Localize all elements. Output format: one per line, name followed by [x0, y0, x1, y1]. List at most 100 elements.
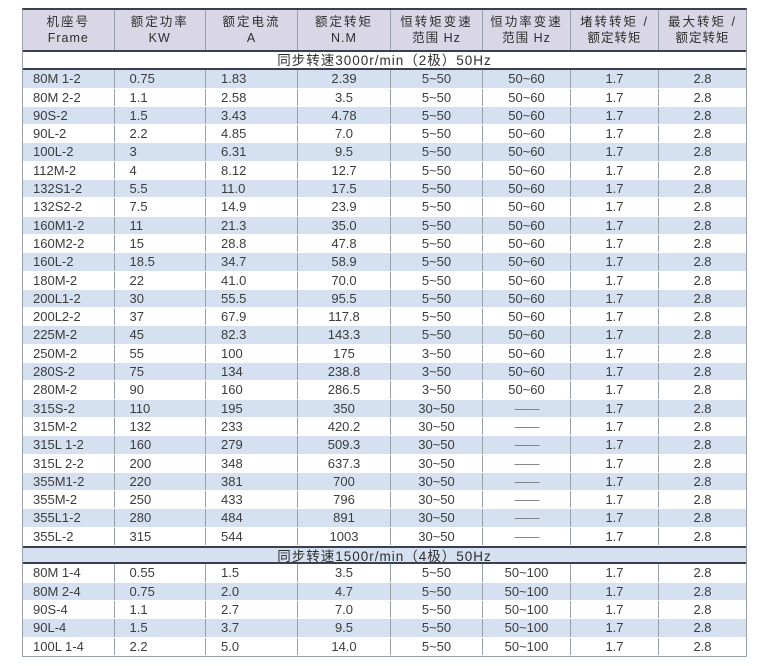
cell: 1.7 — [571, 527, 659, 546]
cell: 1.7 — [571, 472, 659, 491]
cell: 50~100 — [483, 564, 571, 582]
cell: 180M-2 — [23, 271, 115, 289]
section-header: 同步转速1500r/min（4极）50Hz — [23, 546, 746, 565]
cell: 279 — [206, 436, 298, 454]
cell: 22 — [115, 271, 206, 289]
table-row: 250M-2 55 100 175 3~50 50~60 1.7 2.8 — [23, 344, 746, 364]
cell: 1.7 — [571, 271, 659, 289]
cell: 7.0 — [298, 600, 391, 619]
cell: 2.8 — [693, 473, 712, 489]
cell: 90 — [115, 381, 206, 399]
cell: 200L1-2 — [23, 289, 115, 308]
cell: 50~60 — [483, 271, 571, 289]
cell: 5~50 — [391, 161, 483, 180]
cell: 37 — [115, 308, 206, 326]
cell: 5.0 — [206, 637, 298, 655]
cell: 2.8 — [693, 235, 712, 251]
cell: 21.3 — [206, 216, 298, 234]
cell: 117.8 — [298, 308, 391, 326]
cell: 5~50 — [391, 234, 483, 253]
column-header-line2: N.M — [331, 31, 357, 45]
cell: 143.3 — [298, 326, 391, 344]
cell: 1.1 — [115, 600, 206, 619]
cell: 2.8 — [693, 418, 712, 434]
cell: 50~100 — [483, 600, 571, 619]
cell: 30~50 — [391, 399, 483, 417]
cell: 420.2 — [298, 417, 391, 436]
cell: 5~50 — [391, 289, 483, 308]
table-row: 225M-2 45 82.3 143.3 5~50 50~60 1.7 2.8 — [23, 326, 746, 345]
cell: 30~50 — [391, 436, 483, 454]
cell: 8.12 — [206, 161, 298, 180]
cell: 5~50 — [391, 271, 483, 289]
table-row: 355L-2 315 544 1003 30~50 —— 1.7 2.8 — [23, 527, 746, 547]
cell: 2.0 — [206, 582, 298, 600]
cell: 2.8 — [693, 327, 712, 343]
cell: 112M-2 — [23, 161, 115, 180]
cell: 80M 1-2 — [23, 70, 115, 88]
table-row: 180M-2 22 41.0 70.0 5~50 50~60 1.7 2.8 — [23, 271, 746, 290]
cell: 1.7 — [571, 436, 659, 454]
cell: 315M-2 — [23, 417, 115, 436]
cell: 280S-2 — [23, 363, 115, 381]
cell: 30~50 — [391, 527, 483, 546]
cell: 225M-2 — [23, 326, 115, 344]
cell: 1.7 — [571, 70, 659, 88]
cell: 1.7 — [571, 619, 659, 637]
cell: 1.7 — [571, 125, 659, 143]
cell: 28.8 — [206, 234, 298, 253]
column-header-line1: 堵转转矩 / — [580, 15, 649, 29]
cell: 891 — [298, 509, 391, 527]
cell: 50~60 — [483, 308, 571, 326]
cell: 50~100 — [483, 619, 571, 637]
cell: 3.7 — [206, 619, 298, 637]
cell: 220 — [115, 472, 206, 491]
cell: 2.8 — [693, 400, 712, 416]
cell: 95.5 — [298, 289, 391, 308]
cell: 2.8 — [693, 254, 712, 270]
cell: 23.9 — [298, 198, 391, 216]
cell: 34.7 — [206, 253, 298, 271]
table-row: 315L 2-2 200 348 637.3 30~50 —— 1.7 2.8 — [23, 454, 746, 473]
cell: 3.5 — [298, 564, 391, 582]
cell: 2.39 — [298, 70, 391, 88]
cell: 2.2 — [115, 125, 206, 143]
table-row: 112M-2 4 8.12 12.7 5~50 50~60 1.7 2.8 — [23, 161, 746, 181]
cell: 7.0 — [298, 125, 391, 143]
cell: 2.8 — [693, 583, 712, 599]
cell: 3~50 — [391, 363, 483, 381]
cell: 50~60 — [483, 253, 571, 271]
cell: 70.0 — [298, 271, 391, 289]
cell: 80M 2-2 — [23, 88, 115, 106]
column-header: 最大转矩 / 额定转矩 — [659, 10, 746, 50]
table-row: 80M 1-4 0.55 1.5 3.5 5~50 50~100 1.7 2.8 — [23, 564, 746, 583]
table-row: 90L-2 2.2 4.85 7.0 5~50 50~60 1.7 2.8 — [23, 125, 746, 144]
table-row: 315S-2 110 195 350 30~50 —— 1.7 2.8 — [23, 399, 746, 418]
cell: 1.7 — [571, 198, 659, 216]
cell: 2.58 — [206, 88, 298, 106]
cell: 30~50 — [391, 509, 483, 527]
cell: 1.5 — [115, 106, 206, 125]
table-row: 315L 1-2 160 279 509.3 30~50 —— 1.7 2.8 — [23, 436, 746, 455]
cell: 50~60 — [483, 143, 571, 161]
cell: 160L-2 — [23, 253, 115, 271]
cell: 4.7 — [298, 582, 391, 600]
cell: 2.8 — [693, 272, 712, 288]
table-row: 200L1-2 30 55.5 95.5 5~50 50~60 1.7 2.8 — [23, 289, 746, 309]
cell: 5~50 — [391, 637, 483, 655]
table-row: 280M-2 90 160 286.5 3~50 50~60 1.7 2.8 — [23, 381, 746, 400]
cell: 50~60 — [483, 363, 571, 381]
cell: 3~50 — [391, 344, 483, 363]
cell: 1.7 — [571, 308, 659, 326]
cell: 200 — [115, 454, 206, 472]
cell: 381 — [206, 472, 298, 491]
cell: 286.5 — [298, 381, 391, 399]
cell: 50~60 — [483, 70, 571, 88]
cell: 1.7 — [571, 216, 659, 234]
cell: 100L 1-4 — [23, 637, 115, 655]
cell: 160M1-2 — [23, 216, 115, 234]
column-header-line1: 额定电流 — [222, 15, 281, 29]
cell: 6.31 — [206, 143, 298, 161]
cell: 355L-2 — [23, 527, 115, 546]
table-header-row: 机座号 Frame 额定功率 KW 额定电流 A 额定转矩 N.M 恒转矩变速 范围 Hz 恒功率变… — [23, 10, 746, 52]
